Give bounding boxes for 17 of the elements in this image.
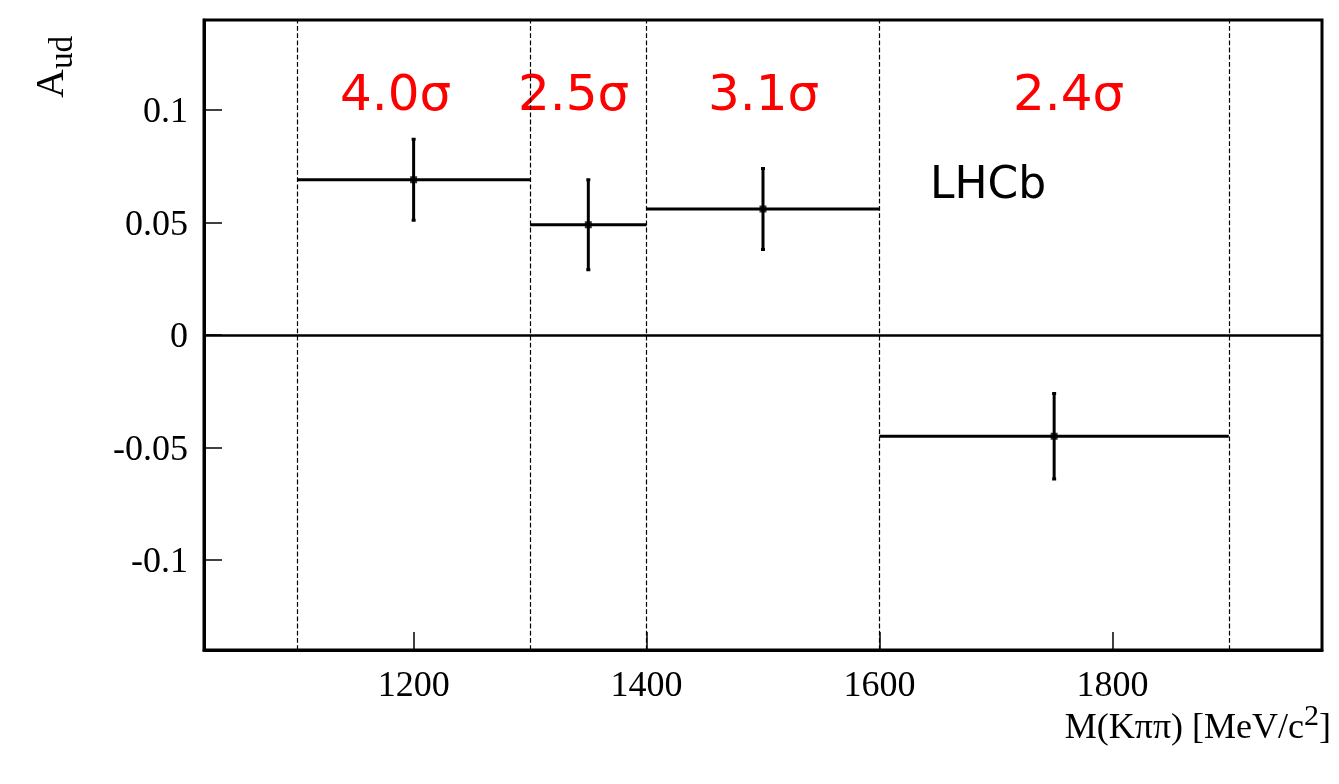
annotation: 2.5σ [518, 64, 630, 122]
x-tick-label: 1600 [843, 664, 916, 704]
annotation: 4.0σ [340, 64, 452, 122]
y-tick-label: 0 [170, 315, 188, 355]
point [584, 221, 592, 229]
annotation: 3.1σ [708, 64, 820, 122]
x-tick-label: 1400 [610, 664, 683, 704]
annotation: 2.4σ [1013, 64, 1125, 122]
point [410, 176, 418, 184]
y-tick-label: 0.1 [143, 90, 188, 130]
point [759, 205, 767, 213]
annotation: LHCb [930, 156, 1047, 208]
y-tick-label: -0.1 [131, 540, 188, 580]
y-tick-label: 0.05 [125, 202, 188, 243]
y-tick-label: -0.05 [113, 427, 188, 468]
point [1050, 432, 1058, 440]
x-tick-label: 1200 [377, 664, 450, 704]
